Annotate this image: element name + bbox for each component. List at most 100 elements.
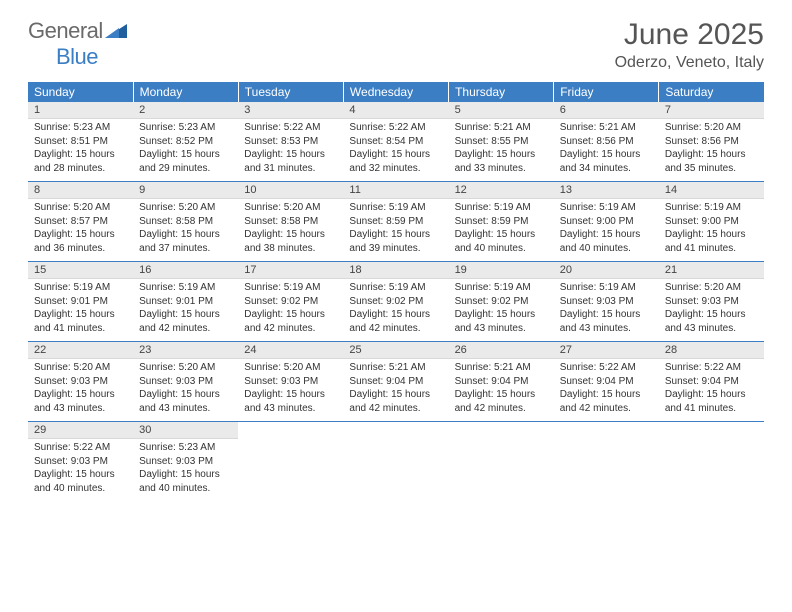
day-number: 16 [133, 262, 238, 279]
day-details: Sunrise: 5:22 AMSunset: 9:04 PMDaylight:… [659, 359, 764, 421]
calendar-week-row: 8Sunrise: 5:20 AMSunset: 8:57 PMDaylight… [28, 182, 764, 262]
day-number: 24 [238, 342, 343, 359]
day-details: Sunrise: 5:20 AMSunset: 9:03 PMDaylight:… [28, 359, 133, 421]
logo-text-general: General [28, 18, 103, 43]
day-details: Sunrise: 5:19 AMSunset: 9:02 PMDaylight:… [238, 279, 343, 341]
calendar-cell: 29Sunrise: 5:22 AMSunset: 9:03 PMDayligh… [28, 422, 133, 501]
calendar-cell: 2Sunrise: 5:23 AMSunset: 8:52 PMDaylight… [133, 102, 238, 182]
weekday-header: Friday [554, 82, 659, 102]
day-details: Sunrise: 5:22 AMSunset: 9:03 PMDaylight:… [28, 439, 133, 501]
calendar-cell: 25Sunrise: 5:21 AMSunset: 9:04 PMDayligh… [343, 342, 448, 422]
calendar-cell: 15Sunrise: 5:19 AMSunset: 9:01 PMDayligh… [28, 262, 133, 342]
calendar-cell: 24Sunrise: 5:20 AMSunset: 9:03 PMDayligh… [238, 342, 343, 422]
day-number: 7 [659, 102, 764, 119]
calendar-cell: 17Sunrise: 5:19 AMSunset: 9:02 PMDayligh… [238, 262, 343, 342]
weekday-header: Tuesday [238, 82, 343, 102]
calendar-cell [238, 422, 343, 501]
calendar-cell: 9Sunrise: 5:20 AMSunset: 8:58 PMDaylight… [133, 182, 238, 262]
day-details: Sunrise: 5:20 AMSunset: 8:56 PMDaylight:… [659, 119, 764, 181]
day-details: Sunrise: 5:19 AMSunset: 9:00 PMDaylight:… [659, 199, 764, 261]
day-details: Sunrise: 5:20 AMSunset: 8:58 PMDaylight:… [238, 199, 343, 261]
day-number: 4 [343, 102, 448, 119]
day-details: Sunrise: 5:21 AMSunset: 8:55 PMDaylight:… [449, 119, 554, 181]
day-details: Sunrise: 5:19 AMSunset: 9:03 PMDaylight:… [554, 279, 659, 341]
day-number: 14 [659, 182, 764, 199]
calendar-cell: 6Sunrise: 5:21 AMSunset: 8:56 PMDaylight… [554, 102, 659, 182]
calendar-cell: 3Sunrise: 5:22 AMSunset: 8:53 PMDaylight… [238, 102, 343, 182]
day-details: Sunrise: 5:20 AMSunset: 9:03 PMDaylight:… [659, 279, 764, 341]
calendar-cell: 1Sunrise: 5:23 AMSunset: 8:51 PMDaylight… [28, 102, 133, 182]
day-details: Sunrise: 5:20 AMSunset: 9:03 PMDaylight:… [238, 359, 343, 421]
day-number: 29 [28, 422, 133, 439]
weekday-header-row: Sunday Monday Tuesday Wednesday Thursday… [28, 82, 764, 102]
day-number: 30 [133, 422, 238, 439]
day-number: 6 [554, 102, 659, 119]
calendar-cell [554, 422, 659, 501]
calendar-cell: 26Sunrise: 5:21 AMSunset: 9:04 PMDayligh… [449, 342, 554, 422]
day-details: Sunrise: 5:23 AMSunset: 8:52 PMDaylight:… [133, 119, 238, 181]
day-number: 28 [659, 342, 764, 359]
calendar-week-row: 22Sunrise: 5:20 AMSunset: 9:03 PMDayligh… [28, 342, 764, 422]
day-details: Sunrise: 5:20 AMSunset: 8:57 PMDaylight:… [28, 199, 133, 261]
day-details: Sunrise: 5:20 AMSunset: 9:03 PMDaylight:… [133, 359, 238, 421]
logo-text-blue: Blue [56, 44, 98, 69]
title-block: June 2025 Oderzo, Veneto, Italy [615, 18, 764, 72]
day-number: 20 [554, 262, 659, 279]
day-number: 9 [133, 182, 238, 199]
logo: General Blue [28, 18, 127, 70]
day-details: Sunrise: 5:22 AMSunset: 8:54 PMDaylight:… [343, 119, 448, 181]
day-number: 17 [238, 262, 343, 279]
day-details: Sunrise: 5:21 AMSunset: 9:04 PMDaylight:… [343, 359, 448, 421]
day-number: 2 [133, 102, 238, 119]
day-number: 19 [449, 262, 554, 279]
calendar-cell: 30Sunrise: 5:23 AMSunset: 9:03 PMDayligh… [133, 422, 238, 501]
calendar-cell: 7Sunrise: 5:20 AMSunset: 8:56 PMDaylight… [659, 102, 764, 182]
day-details: Sunrise: 5:19 AMSunset: 8:59 PMDaylight:… [343, 199, 448, 261]
day-number: 21 [659, 262, 764, 279]
calendar-cell: 12Sunrise: 5:19 AMSunset: 8:59 PMDayligh… [449, 182, 554, 262]
calendar-table: Sunday Monday Tuesday Wednesday Thursday… [28, 82, 764, 501]
weekday-header: Thursday [449, 82, 554, 102]
day-number: 11 [343, 182, 448, 199]
calendar-cell: 19Sunrise: 5:19 AMSunset: 9:02 PMDayligh… [449, 262, 554, 342]
calendar-cell: 27Sunrise: 5:22 AMSunset: 9:04 PMDayligh… [554, 342, 659, 422]
calendar-week-row: 29Sunrise: 5:22 AMSunset: 9:03 PMDayligh… [28, 422, 764, 501]
day-details: Sunrise: 5:22 AMSunset: 8:53 PMDaylight:… [238, 119, 343, 181]
day-number: 25 [343, 342, 448, 359]
day-details: Sunrise: 5:20 AMSunset: 8:58 PMDaylight:… [133, 199, 238, 261]
weekday-header: Saturday [659, 82, 764, 102]
day-number: 18 [343, 262, 448, 279]
calendar-cell: 13Sunrise: 5:19 AMSunset: 9:00 PMDayligh… [554, 182, 659, 262]
day-number: 12 [449, 182, 554, 199]
calendar-week-row: 15Sunrise: 5:19 AMSunset: 9:01 PMDayligh… [28, 262, 764, 342]
calendar-cell: 18Sunrise: 5:19 AMSunset: 9:02 PMDayligh… [343, 262, 448, 342]
day-number: 10 [238, 182, 343, 199]
weekday-header: Wednesday [343, 82, 448, 102]
weekday-header: Sunday [28, 82, 133, 102]
day-number: 26 [449, 342, 554, 359]
day-details: Sunrise: 5:19 AMSunset: 9:02 PMDaylight:… [343, 279, 448, 341]
location: Oderzo, Veneto, Italy [615, 54, 764, 72]
day-number: 15 [28, 262, 133, 279]
day-details: Sunrise: 5:22 AMSunset: 9:04 PMDaylight:… [554, 359, 659, 421]
month-title: June 2025 [615, 18, 764, 52]
day-details: Sunrise: 5:23 AMSunset: 9:03 PMDaylight:… [133, 439, 238, 501]
calendar-cell [343, 422, 448, 501]
day-number: 3 [238, 102, 343, 119]
day-details: Sunrise: 5:23 AMSunset: 8:51 PMDaylight:… [28, 119, 133, 181]
calendar-cell [449, 422, 554, 501]
day-number: 27 [554, 342, 659, 359]
calendar-cell: 4Sunrise: 5:22 AMSunset: 8:54 PMDaylight… [343, 102, 448, 182]
calendar-cell: 21Sunrise: 5:20 AMSunset: 9:03 PMDayligh… [659, 262, 764, 342]
calendar-cell: 11Sunrise: 5:19 AMSunset: 8:59 PMDayligh… [343, 182, 448, 262]
calendar-cell: 8Sunrise: 5:20 AMSunset: 8:57 PMDaylight… [28, 182, 133, 262]
calendar-cell: 22Sunrise: 5:20 AMSunset: 9:03 PMDayligh… [28, 342, 133, 422]
calendar-cell: 20Sunrise: 5:19 AMSunset: 9:03 PMDayligh… [554, 262, 659, 342]
weekday-header: Monday [133, 82, 238, 102]
logo-triangle-icon [105, 22, 127, 38]
calendar-cell: 10Sunrise: 5:20 AMSunset: 8:58 PMDayligh… [238, 182, 343, 262]
day-number: 1 [28, 102, 133, 119]
day-number: 22 [28, 342, 133, 359]
day-details: Sunrise: 5:19 AMSunset: 9:01 PMDaylight:… [133, 279, 238, 341]
calendar-cell: 14Sunrise: 5:19 AMSunset: 9:00 PMDayligh… [659, 182, 764, 262]
